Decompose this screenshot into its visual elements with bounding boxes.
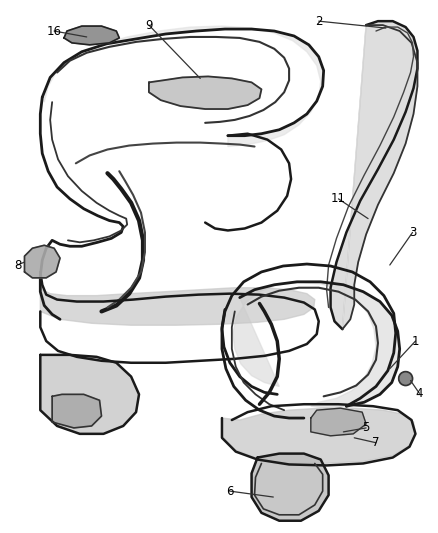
Polygon shape bbox=[42, 26, 324, 147]
Polygon shape bbox=[251, 454, 328, 521]
Polygon shape bbox=[149, 76, 261, 109]
Text: 2: 2 bbox=[315, 14, 322, 28]
Polygon shape bbox=[222, 408, 416, 464]
Polygon shape bbox=[40, 355, 139, 434]
Polygon shape bbox=[331, 21, 417, 329]
Polygon shape bbox=[311, 408, 366, 436]
Polygon shape bbox=[64, 26, 119, 45]
Polygon shape bbox=[233, 282, 400, 408]
Text: 5: 5 bbox=[362, 422, 370, 434]
Text: 3: 3 bbox=[409, 226, 416, 239]
Polygon shape bbox=[25, 245, 60, 278]
Polygon shape bbox=[52, 394, 102, 428]
Text: 1: 1 bbox=[412, 335, 419, 348]
Text: 11: 11 bbox=[331, 192, 346, 205]
Text: 9: 9 bbox=[145, 19, 153, 31]
Polygon shape bbox=[40, 282, 315, 325]
Text: 4: 4 bbox=[416, 387, 423, 400]
Text: 7: 7 bbox=[372, 436, 380, 449]
Circle shape bbox=[399, 372, 413, 385]
Text: 6: 6 bbox=[226, 484, 233, 498]
Text: 16: 16 bbox=[46, 25, 62, 37]
Text: 8: 8 bbox=[14, 259, 21, 271]
